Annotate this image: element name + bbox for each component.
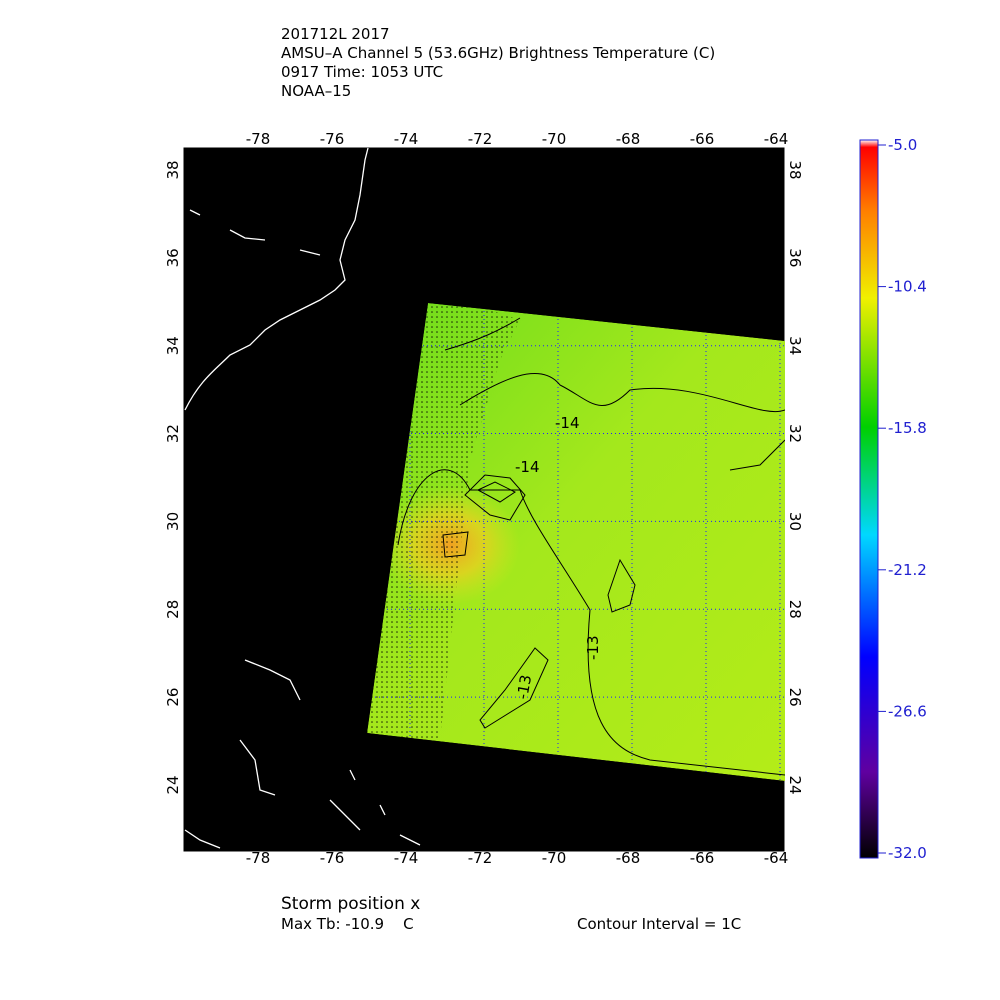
lat-label-right: 28	[786, 600, 804, 619]
lon-label-top: -64	[764, 130, 789, 148]
lon-label-top: -74	[394, 130, 419, 148]
lon-label-top: -78	[246, 130, 271, 148]
lat-label-right: 32	[786, 424, 804, 443]
lon-label-bottom: -72	[468, 849, 493, 867]
contours	[397, 317, 785, 776]
grid	[367, 303, 785, 781]
lat-label-left: 26	[164, 688, 182, 707]
title-line: AMSU–A Channel 5 (53.6GHz) Brightness Te…	[281, 44, 715, 62]
labels: -78 -78 -76 -76 -74 -74 -72 -72 -70 -70 -68 -68 -66 -…	[164, 130, 927, 933]
lat-label-right: 30	[786, 512, 804, 531]
contour-label: -13	[513, 673, 535, 700]
max-tb: Max Tb: -10.9 C	[281, 915, 414, 933]
lat-label-left: 32	[164, 424, 182, 443]
contour-label: -14	[555, 414, 580, 432]
lat-label-left: 28	[164, 600, 182, 619]
contour-label: -13	[584, 636, 602, 661]
contour-label: -14	[515, 458, 540, 476]
lon-label-bottom: -76	[320, 849, 345, 867]
lat-label-right: 26	[786, 688, 804, 707]
colorbar-label: -15.8	[888, 419, 927, 437]
lon-label-bottom: -68	[616, 849, 641, 867]
colorbar-label: -26.6	[888, 702, 927, 720]
lat-label-left: 24	[164, 775, 182, 794]
lat-label-right: 36	[786, 248, 804, 267]
lat-label-left: 30	[164, 512, 182, 531]
lat-label-right: 24	[786, 775, 804, 794]
lat-label-right: 34	[786, 336, 804, 355]
lon-label-top: -70	[542, 130, 567, 148]
lon-label-bottom: -66	[690, 849, 715, 867]
contour-interval: Contour Interval = 1C	[577, 915, 741, 933]
lon-label-top: -66	[690, 130, 715, 148]
colorbar	[859, 139, 879, 859]
lat-label-left: 36	[164, 248, 182, 267]
coastline	[184, 147, 421, 849]
storm-position: Storm position x	[281, 894, 420, 914]
lon-label-top: -76	[320, 130, 345, 148]
title-line: 201712L 2017	[281, 25, 390, 43]
lat-label-left: 34	[164, 336, 182, 355]
lon-label-bottom: -78	[246, 849, 271, 867]
colorbar-label: -32.0	[888, 844, 927, 862]
colorbar-label: -21.2	[888, 561, 927, 579]
colorbar-label: -10.4	[888, 278, 927, 296]
lon-label-bottom: -64	[764, 849, 789, 867]
lon-label-bottom: -70	[542, 849, 567, 867]
title-line: NOAA–15	[281, 82, 351, 100]
lon-label-top: -72	[468, 130, 493, 148]
lon-label-top: -68	[616, 130, 641, 148]
swath	[367, 303, 785, 781]
lat-label-right: 38	[786, 160, 804, 179]
lon-label-bottom: -74	[394, 849, 419, 867]
colorbar-label: -5.0	[888, 136, 917, 154]
title-line: 0917 Time: 1053 UTC	[281, 63, 443, 81]
lat-label-left: 38	[164, 160, 182, 179]
